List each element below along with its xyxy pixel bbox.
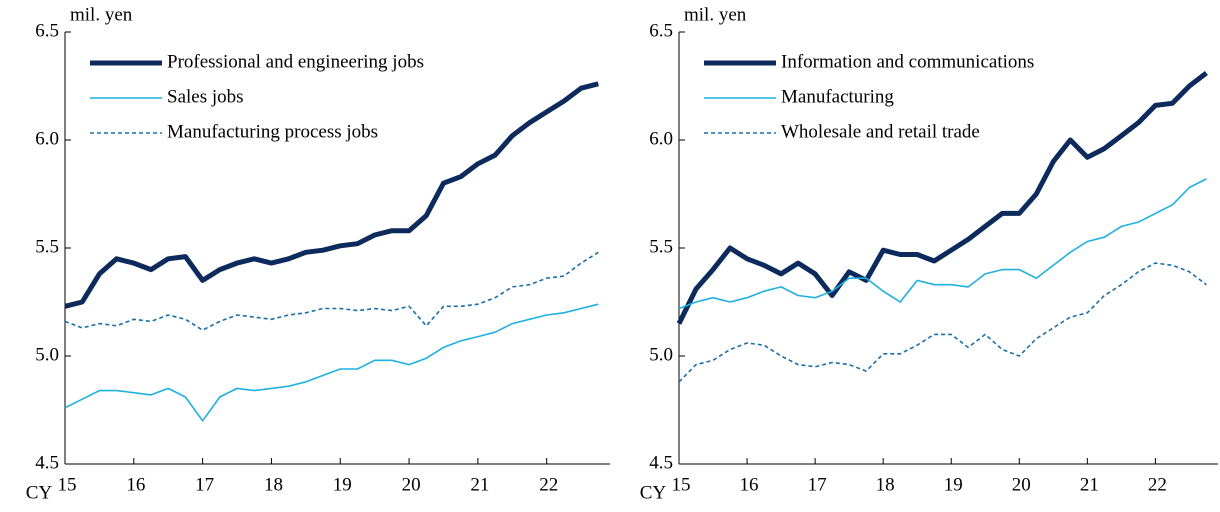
series-line	[678, 178, 1207, 310]
x-tick-label: 17	[808, 474, 827, 495]
series-line	[678, 262, 1207, 383]
legend-label: Sales jobs	[167, 86, 244, 107]
legend-label: Manufacturing process jobs	[167, 121, 378, 142]
y-tick-label: 4.5	[35, 452, 59, 473]
x-tick-label: 18	[876, 474, 895, 495]
y-tick-label: 5.0	[649, 344, 673, 365]
y-tick-label: 5.5	[35, 236, 59, 257]
x-axis-label: CY	[640, 482, 667, 503]
x-tick-label: 21	[470, 474, 489, 495]
x-tick-label: 15	[58, 474, 77, 495]
series-line	[64, 303, 599, 422]
legend-label: Wholesale and retail trade	[781, 121, 980, 142]
x-tick-label: 22	[539, 474, 558, 495]
y-tick-label: 4.5	[649, 452, 673, 473]
x-tick-label: 19	[333, 474, 352, 495]
legend-label: Information and communications	[781, 51, 1034, 72]
x-tick-label: 16	[126, 474, 145, 495]
x-tick-label: 15	[672, 474, 691, 495]
legend-label: Manufacturing	[781, 86, 894, 107]
y-tick-label: 6.5	[649, 20, 673, 41]
x-tick-label: 20	[1012, 474, 1031, 495]
x-tick-label: 18	[264, 474, 283, 495]
y-axis-label: mil. yen	[70, 4, 133, 25]
y-tick-label: 6.0	[35, 128, 59, 149]
x-tick-label: 17	[195, 474, 214, 495]
y-axis-label: mil. yen	[684, 4, 747, 25]
x-axis-label: CY	[26, 482, 53, 503]
y-tick-label: 6.0	[649, 128, 673, 149]
y-tick-label: 6.5	[35, 20, 59, 41]
series-line	[64, 251, 599, 331]
series-line	[676, 71, 1208, 325]
y-tick-label: 5.5	[649, 236, 673, 257]
legend-label: Professional and engineering jobs	[167, 51, 424, 72]
x-tick-label: 16	[740, 474, 759, 495]
x-tick-label: 21	[1080, 474, 1099, 495]
series-line	[64, 81, 599, 309]
x-tick-label: 22	[1148, 474, 1167, 495]
y-tick-label: 5.0	[35, 344, 59, 365]
x-tick-label: 19	[944, 474, 963, 495]
x-tick-label: 20	[402, 474, 421, 495]
